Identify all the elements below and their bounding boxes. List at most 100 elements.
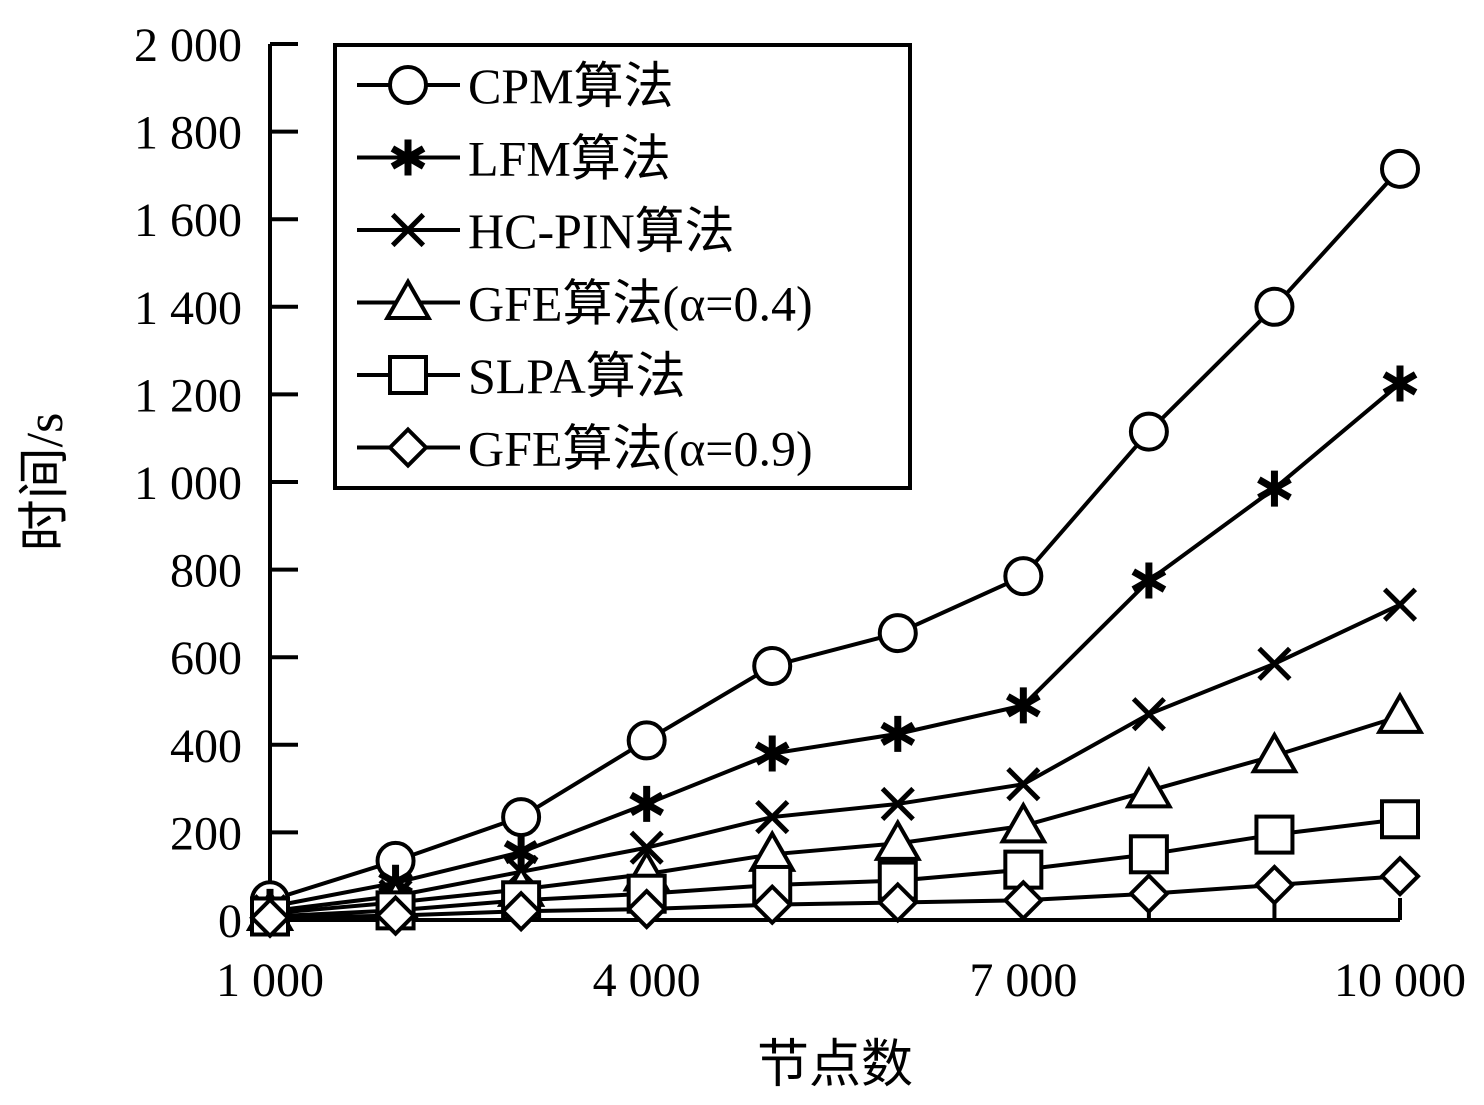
legend-marker bbox=[388, 355, 428, 395]
legend-item-4: GFE算法(α=0.4) bbox=[357, 276, 813, 332]
x-tick-label: 1 000 bbox=[216, 954, 324, 1007]
data-point bbox=[1131, 562, 1167, 599]
marker-stroke bbox=[880, 721, 916, 746]
y-tick-label: 200 bbox=[170, 807, 242, 860]
data-point bbox=[625, 888, 668, 930]
data-point bbox=[1128, 411, 1169, 452]
legend-label: SLPA算法 bbox=[468, 348, 686, 404]
data-point bbox=[1128, 872, 1170, 915]
x-axis-title: 节点数 bbox=[757, 1037, 913, 1094]
data-point bbox=[1382, 365, 1418, 402]
legend-label: CPM算法 bbox=[468, 58, 674, 114]
series-group bbox=[245, 148, 1425, 939]
data-point bbox=[1257, 470, 1292, 507]
marker-stroke bbox=[1257, 476, 1292, 501]
data-point bbox=[1131, 697, 1166, 732]
data-point bbox=[752, 645, 793, 686]
data-point bbox=[876, 881, 919, 924]
data-point bbox=[1382, 587, 1418, 622]
y-tick-label: 800 bbox=[170, 545, 242, 598]
y-axis-title: 时间/s bbox=[17, 413, 74, 552]
data-point bbox=[1128, 834, 1169, 875]
data-point bbox=[1375, 691, 1425, 734]
data-point bbox=[500, 890, 542, 933]
x-tick-label: 4 000 bbox=[593, 954, 701, 1007]
series-line bbox=[269, 602, 1401, 914]
data-point bbox=[1003, 556, 1044, 597]
axes: 0 200 400 600 800 1 000 1 200 1 400 1 600 1 800 2 … bbox=[134, 19, 1466, 1007]
data-point bbox=[629, 785, 665, 822]
legend: CPM算法 LFM算法 HC-PIN算法 GFE算法(α=0.4) SLPA算法 GFE算… bbox=[333, 43, 912, 490]
marker-stroke bbox=[1006, 767, 1041, 802]
data-point bbox=[629, 830, 664, 865]
data-point bbox=[1379, 855, 1421, 898]
legend-label: GFE算法(α=0.4) bbox=[468, 276, 813, 332]
data-point bbox=[1124, 766, 1174, 809]
series-line bbox=[269, 714, 1401, 916]
data-point bbox=[751, 883, 794, 926]
data-point bbox=[374, 894, 417, 937]
y-tick-label: 0 bbox=[218, 895, 242, 948]
legend-marker bbox=[383, 277, 433, 321]
legend-marker bbox=[390, 212, 426, 248]
data-point bbox=[880, 715, 916, 752]
y-tick-label: 1 000 bbox=[134, 457, 242, 510]
legend-item-3: HC-PIN算法 bbox=[357, 203, 735, 259]
data-point bbox=[1250, 731, 1299, 774]
series-6 bbox=[249, 855, 1421, 939]
marker-stroke bbox=[1131, 697, 1166, 732]
data-point bbox=[1005, 687, 1041, 724]
series-line bbox=[269, 167, 1402, 903]
data-point bbox=[1380, 148, 1420, 189]
marker-stroke bbox=[1257, 646, 1292, 681]
marker-stroke bbox=[1005, 693, 1041, 718]
y-tick-label: 1 600 bbox=[134, 194, 242, 247]
marker-stroke bbox=[754, 741, 790, 766]
series-line bbox=[269, 817, 1401, 919]
legend-marker bbox=[388, 65, 428, 105]
data-point bbox=[1006, 767, 1041, 802]
marker-stroke bbox=[629, 830, 664, 865]
y-tick-label: 600 bbox=[170, 632, 242, 685]
legend-box bbox=[333, 43, 912, 490]
data-point bbox=[754, 735, 790, 772]
legend-item-6: GFE算法(α=0.9) bbox=[357, 421, 813, 477]
data-point bbox=[249, 896, 291, 939]
legend-item-1: CPM算法 bbox=[357, 58, 674, 114]
data-point bbox=[877, 613, 918, 654]
data-point bbox=[1254, 286, 1295, 327]
data-point bbox=[999, 801, 1048, 844]
data-point bbox=[755, 800, 790, 835]
data-point bbox=[501, 797, 542, 838]
legend-marker bbox=[387, 426, 429, 469]
legend-item-5: SLPA算法 bbox=[357, 348, 686, 404]
data-point bbox=[873, 818, 922, 861]
x-tick-label: 10 000 bbox=[1334, 954, 1466, 1007]
data-point bbox=[1380, 799, 1420, 840]
data-point bbox=[1002, 879, 1045, 922]
y-tick-label: 400 bbox=[170, 720, 242, 773]
marker-stroke bbox=[880, 786, 915, 821]
marker-stroke bbox=[1382, 587, 1418, 622]
marker-stroke bbox=[755, 800, 790, 835]
data-point bbox=[1254, 814, 1295, 855]
legend-label: LFM算法 bbox=[468, 131, 671, 187]
marker-stroke bbox=[629, 791, 665, 816]
marker-stroke bbox=[390, 145, 426, 170]
y-tick-label: 1 200 bbox=[134, 369, 242, 422]
y-tick-label: 1 800 bbox=[134, 107, 242, 160]
marker-stroke bbox=[390, 212, 426, 248]
y-tick-label: 2 000 bbox=[134, 19, 242, 72]
x-tick-label: 7 000 bbox=[969, 954, 1077, 1007]
legend-item-2: LFM算法 bbox=[357, 131, 671, 187]
series-line bbox=[269, 874, 1401, 920]
data-point bbox=[880, 786, 915, 821]
data-point bbox=[626, 720, 667, 761]
series-line bbox=[269, 381, 1402, 909]
data-point bbox=[1257, 646, 1292, 681]
data-point bbox=[1253, 864, 1296, 906]
legend-label: GFE算法(α=0.9) bbox=[468, 421, 813, 477]
legend-marker bbox=[390, 139, 426, 176]
